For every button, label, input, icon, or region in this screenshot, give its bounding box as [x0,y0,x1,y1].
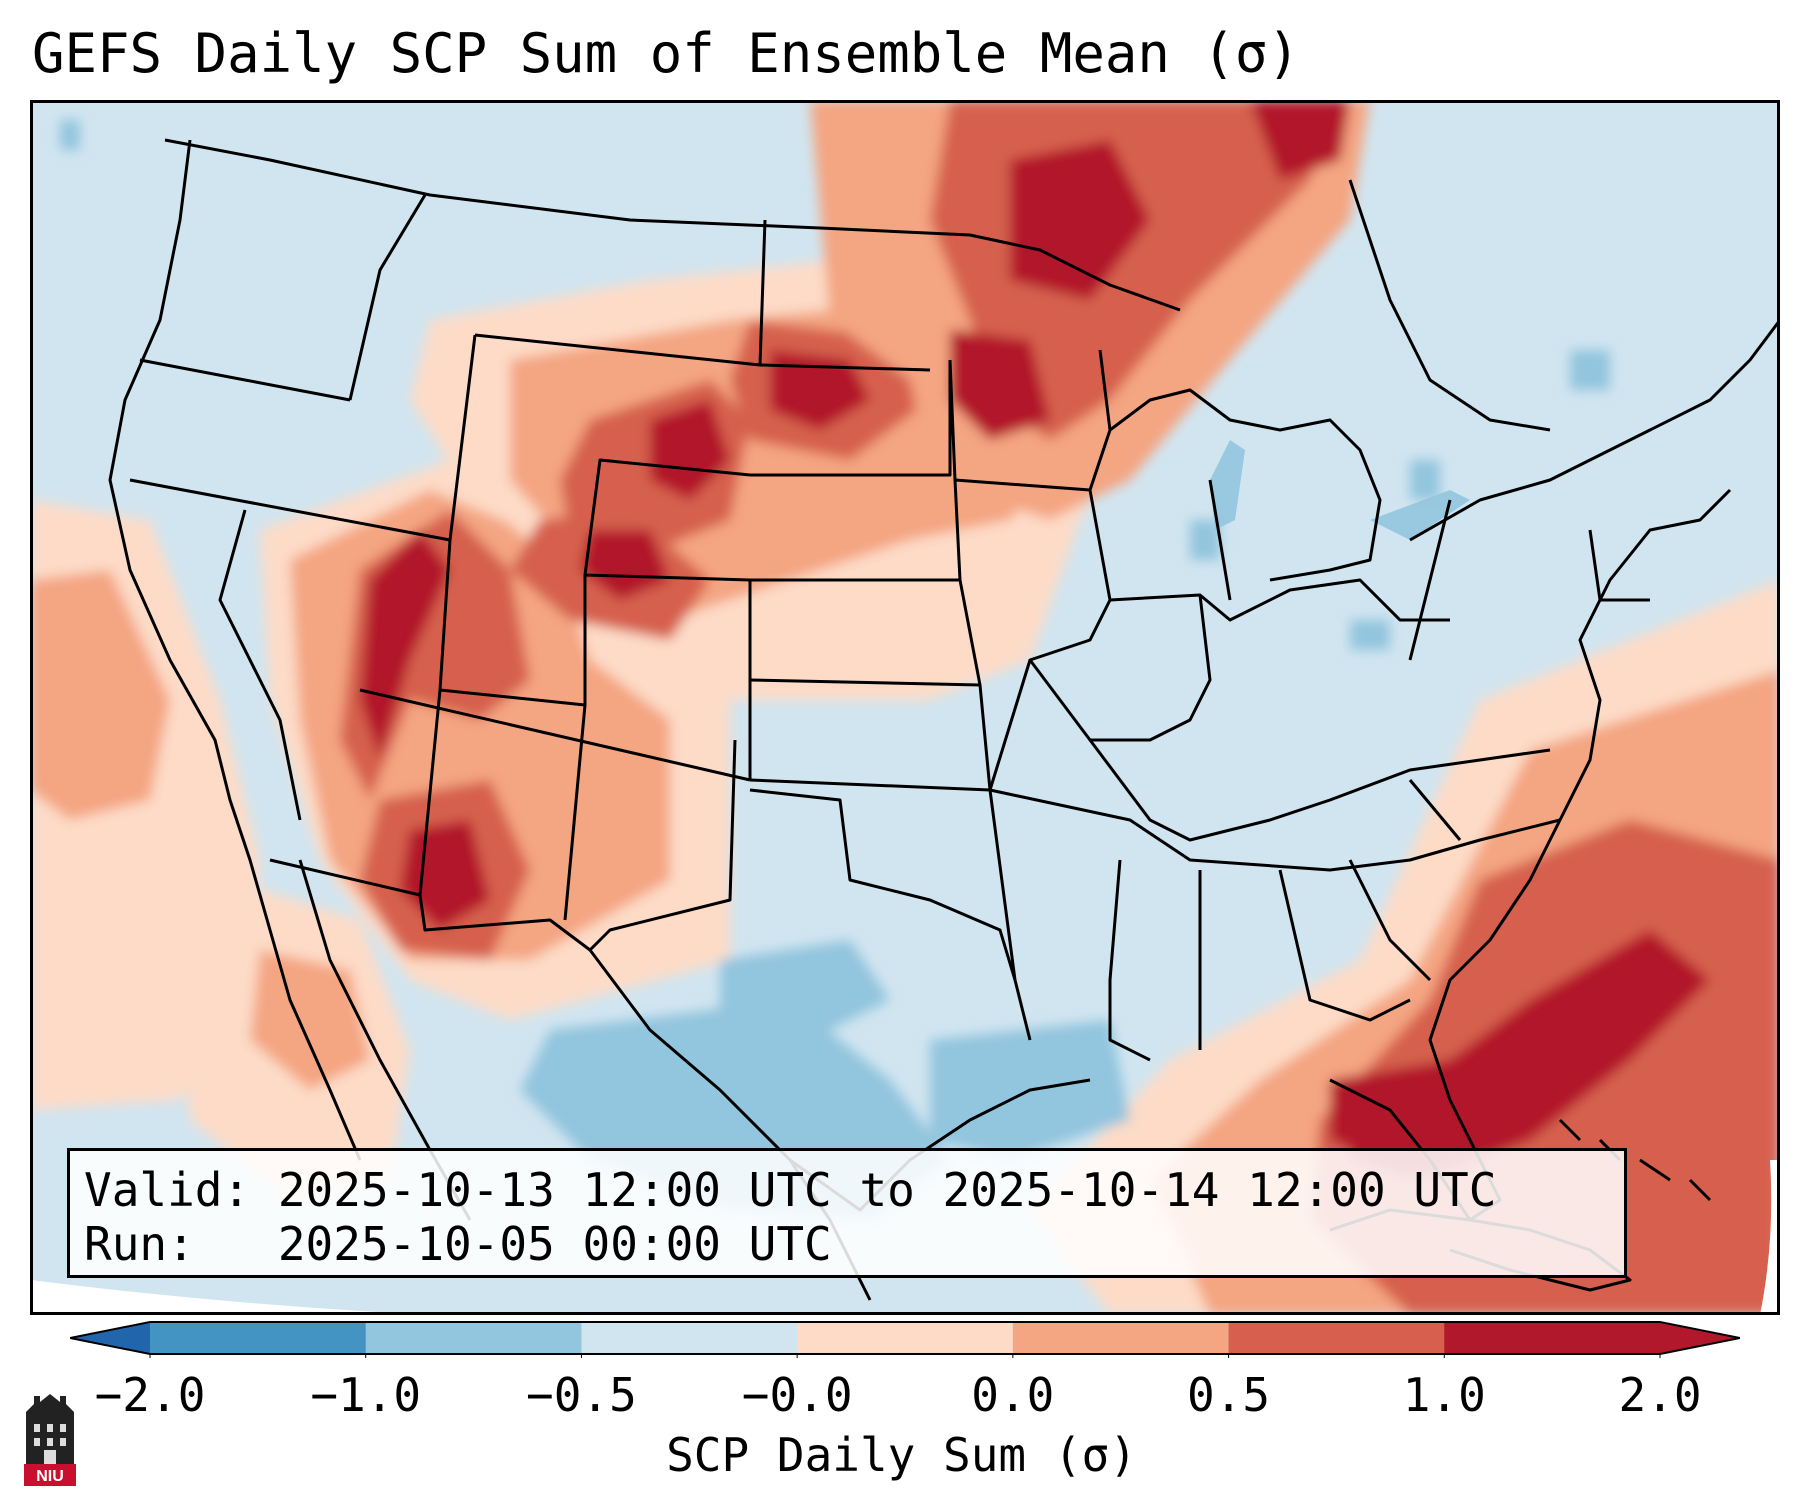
map-panel [30,100,1780,1315]
colorbar-segment [150,1322,367,1354]
map-frame [30,100,1780,1315]
colorbar-label: SCP Daily Sum (σ) [666,1428,1137,1482]
colorbar-segment [365,1322,582,1354]
colorbar-tick-label: −2.0 [94,1368,206,1422]
colorbar-tick-label: 0.0 [971,1368,1055,1422]
colorbar-segment [1228,1322,1445,1354]
chart-title: GEFS Daily SCP Sum of Ensemble Mean (σ) [32,22,1300,85]
colorbar-segment [581,1322,798,1354]
colorbar-tick-label: −1.0 [310,1368,422,1422]
colorbar-tick-label: 2.0 [1618,1368,1702,1422]
logo-text: NIU [36,1468,64,1485]
colorbar-tick-label: −0.0 [741,1368,853,1422]
valid-run-infobox: Valid: 2025-10-13 12:00 UTC to 2025-10-1… [67,1148,1627,1278]
water-hints [1210,440,1470,540]
state-borders [108,138,1780,1301]
colorbar-segment [797,1322,1014,1354]
colorbar-tick-label: 1.0 [1402,1368,1486,1422]
niu-logo: NIU [24,1394,76,1486]
colorbar-tick-label: −0.5 [526,1368,637,1422]
colorbar [70,1321,1740,1358]
colorbar-extend-low [70,1322,150,1354]
colorbar-tick-label: 0.5 [1187,1368,1271,1422]
colorbar-segment [1444,1322,1661,1354]
valid-time-text: Valid: 2025-10-13 12:00 UTC to 2025-10-1… [84,1163,1497,1217]
colorbar-extend-high [1660,1322,1740,1354]
projection-edge-right [1760,1160,1780,1315]
projection-edge [30,1280,430,1315]
colorbar-segment [1012,1322,1230,1354]
run-time-text: Run: 2025-10-05 00:00 UTC [84,1217,832,1271]
